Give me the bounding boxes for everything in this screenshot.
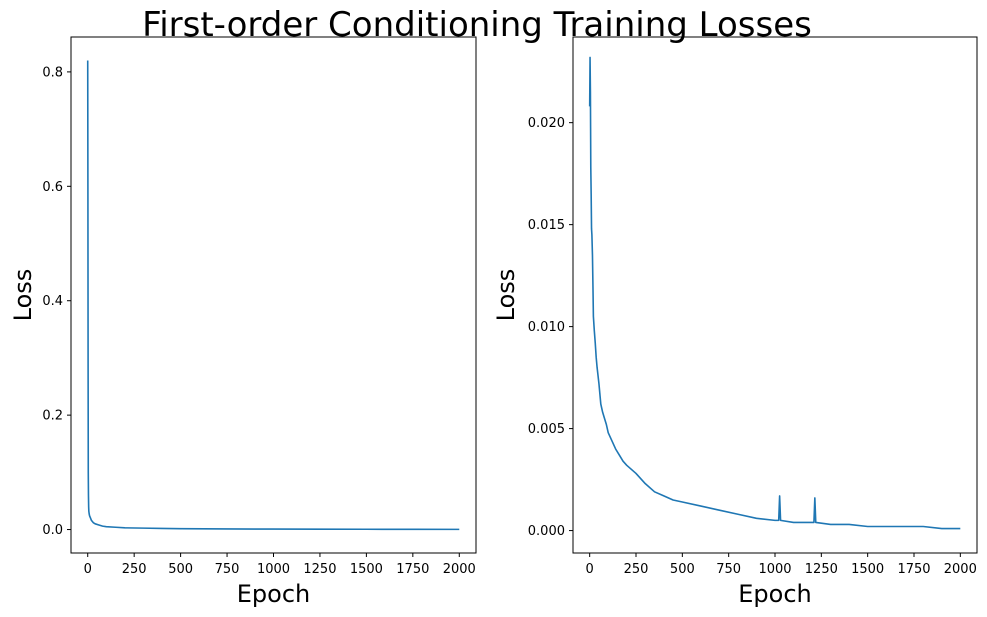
y-tick-label: 0.4 <box>42 294 63 309</box>
left-loss-chart: 0 250 500 750 1000 1250 1500 1750 2000 0.0 0.2 0.4 0… <box>9 36 477 608</box>
y-tick-label: 0.8 <box>42 65 63 80</box>
plot-frame <box>70 36 477 554</box>
y-axis-label: Loss <box>9 269 37 322</box>
y-tick-label: 0.2 <box>42 409 63 424</box>
x-tick-label: 500 <box>670 562 695 577</box>
x-tick-label: 750 <box>215 562 240 577</box>
x-tick-label: 250 <box>122 562 147 577</box>
x-tick-label: 1750 <box>897 562 930 577</box>
y-axis-label: Loss <box>492 269 520 322</box>
x-tick-label: 2000 <box>944 562 977 577</box>
right-loss-chart: 0 250 500 750 1000 1250 1500 1750 2000 0.000 0.005… <box>492 36 978 608</box>
x-tick-label: 1500 <box>851 562 884 577</box>
plot-frame <box>572 36 978 554</box>
x-tick-label: 1250 <box>805 562 838 577</box>
y-tick-label: 0.010 <box>528 320 565 335</box>
x-tick-label: 1000 <box>758 562 791 577</box>
x-axis-label: Epoch <box>237 580 311 608</box>
y-tick-label: 0.0 <box>42 523 63 538</box>
y-tick-label: 0.6 <box>42 180 63 195</box>
x-tick-label: 1250 <box>303 562 336 577</box>
y-tick-label: 0.020 <box>528 116 565 131</box>
loss-line <box>588 56 961 530</box>
x-tick-label: 250 <box>624 562 649 577</box>
y-tick-label: 0.005 <box>528 422 565 437</box>
x-tick-label: 0 <box>84 562 92 577</box>
x-tick-label: 500 <box>168 562 193 577</box>
x-tick-label: 750 <box>716 562 741 577</box>
x-tick-label: 1000 <box>257 562 290 577</box>
y-tick-label: 0.000 <box>528 524 565 539</box>
x-axis-label: Epoch <box>738 580 812 608</box>
x-tick-label: 2000 <box>443 562 476 577</box>
x-tick-label: 1500 <box>350 562 383 577</box>
x-tick-label: 1750 <box>396 562 429 577</box>
loss-line <box>86 60 460 531</box>
y-tick-label: 0.015 <box>528 218 565 233</box>
x-tick-label: 0 <box>586 562 594 577</box>
figure-title: First-order Conditioning Training Losses <box>142 5 812 45</box>
